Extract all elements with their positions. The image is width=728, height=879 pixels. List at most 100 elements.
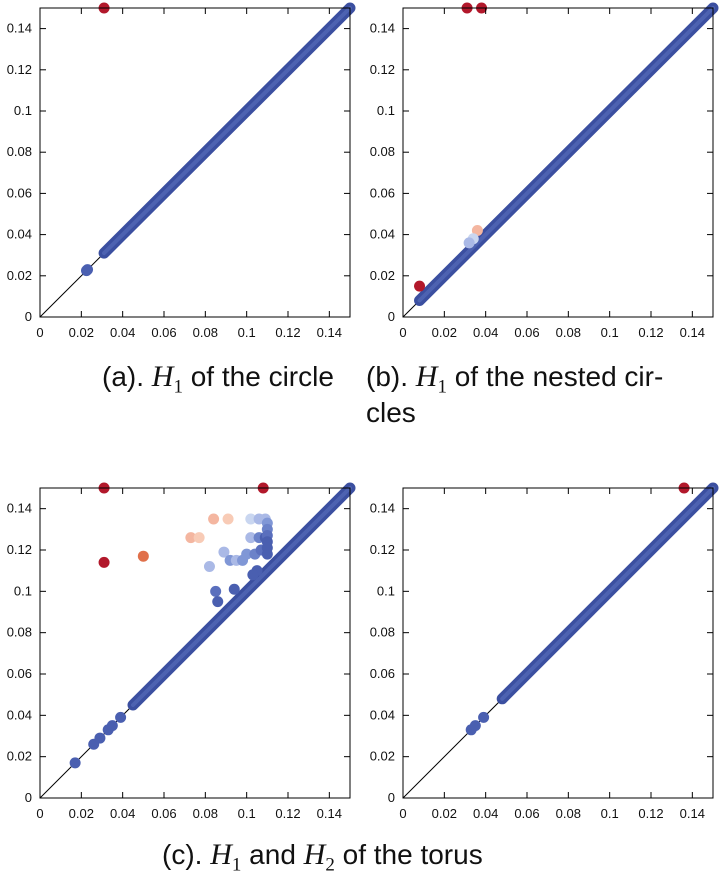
y-tick-label: 0 xyxy=(25,309,32,324)
caption-b: (b). H1 of the nested cir- xyxy=(366,360,664,398)
y-tick-label: 0.06 xyxy=(7,185,32,200)
y-tick-label: 0.08 xyxy=(7,625,32,640)
y-tick-label: 0.04 xyxy=(7,707,32,722)
panel-c: 0 0.02 0.04 0.06 0.08 0.1 0.12 0.14 0 0.02 0.04 0.0… xyxy=(7,482,356,821)
x-tick-label: 0.14 xyxy=(680,806,705,821)
y-tick-label: 0.04 xyxy=(370,707,395,722)
y-tick-label: 0.14 xyxy=(370,501,395,516)
x-tick-label: 0.08 xyxy=(556,806,581,821)
y-tick-label: 0.06 xyxy=(370,185,395,200)
data-point xyxy=(137,550,149,562)
x-tick-label: 0.1 xyxy=(601,806,619,821)
y-tick-label: 0.12 xyxy=(370,542,395,557)
data-point xyxy=(222,513,234,525)
data-point xyxy=(106,720,118,732)
y-tick-label: 0.1 xyxy=(377,103,395,118)
x-tick-label: 0.14 xyxy=(317,325,342,340)
diagonal-point-band-highlight xyxy=(500,486,715,701)
data-point xyxy=(193,532,205,544)
x-tick-label: 0.06 xyxy=(151,806,176,821)
y-tick-label: 0.02 xyxy=(7,749,32,764)
y-tick-label: 0 xyxy=(25,790,32,805)
y-tick-label: 0.12 xyxy=(370,62,395,77)
data-point xyxy=(212,596,224,608)
y-tick-label: 0 xyxy=(388,790,395,805)
data-point xyxy=(414,280,426,292)
data-point xyxy=(471,224,483,236)
y-tick-label: 0 xyxy=(388,309,395,324)
y-tick-label: 0.12 xyxy=(7,542,32,557)
caption-c: (c). H1 and H2 of the torus xyxy=(162,838,483,876)
x-tick-label: 0.08 xyxy=(193,806,218,821)
plot-frame xyxy=(39,7,351,318)
data-point xyxy=(247,569,259,581)
panel-d: 0 0.02 0.04 0.06 0.08 0.1 0.12 0.14 0 0.02 0.04 0.0… xyxy=(370,482,719,821)
x-tick-label: 0.12 xyxy=(275,325,300,340)
data-point xyxy=(478,711,490,723)
x-tick-label: 0.04 xyxy=(110,806,135,821)
x-tick-label: 0.06 xyxy=(514,806,539,821)
y-tick-label: 0.02 xyxy=(7,268,32,283)
data-point xyxy=(245,532,257,544)
y-tick-label: 0.06 xyxy=(7,666,32,681)
x-tick-label: 0 xyxy=(399,325,406,340)
x-tick-label: 0.12 xyxy=(638,806,663,821)
panel-a: 0 0.02 0.04 0.06 0.08 0.1 0.12 0.14 0 0.02 0.04 0.0… xyxy=(7,2,356,340)
y-tick-label: 0.02 xyxy=(370,268,395,283)
plot-frame xyxy=(39,487,351,799)
x-tick-label: 0.04 xyxy=(473,806,498,821)
x-tick-label: 0.14 xyxy=(680,325,705,340)
data-point xyxy=(241,548,253,560)
data-point xyxy=(115,711,127,723)
data-point xyxy=(98,556,110,568)
caption-a: (a). H1 of the circle xyxy=(102,360,334,398)
y-tick-label: 0.14 xyxy=(370,21,395,36)
y-tick-label: 0.06 xyxy=(370,666,395,681)
data-point xyxy=(185,532,197,544)
x-tick-label: 0.12 xyxy=(275,806,300,821)
y-tick-label: 0.04 xyxy=(7,227,32,242)
x-tick-label: 0 xyxy=(36,806,43,821)
data-point xyxy=(469,720,481,732)
x-tick-label: 0.12 xyxy=(638,325,663,340)
y-tick-label: 0.08 xyxy=(370,625,395,640)
x-tick-label: 0.1 xyxy=(238,325,256,340)
x-tick-label: 0 xyxy=(36,325,43,340)
data-point xyxy=(69,757,81,769)
x-tick-label: 0.1 xyxy=(238,806,256,821)
x-tick-label: 0.04 xyxy=(110,325,135,340)
plot-frame xyxy=(402,7,714,318)
data-point xyxy=(261,548,273,560)
y-tick-label: 0.1 xyxy=(14,103,32,118)
x-tick-label: 0.02 xyxy=(69,325,94,340)
data-point xyxy=(208,513,220,525)
diagonal-point-band-highlight xyxy=(102,6,352,256)
x-tick-label: 0.08 xyxy=(193,325,218,340)
y-tick-label: 0.08 xyxy=(370,144,395,159)
y-tick-label: 0.14 xyxy=(7,501,32,516)
x-tick-label: 0.1 xyxy=(601,325,619,340)
diagonal-point-band-highlight xyxy=(417,6,715,303)
data-point xyxy=(210,585,222,597)
y-tick-label: 0.1 xyxy=(14,583,32,598)
data-point xyxy=(203,561,215,573)
y-tick-label: 0.14 xyxy=(7,21,32,36)
y-tick-label: 0.04 xyxy=(370,227,395,242)
diagonal-point-band-highlight xyxy=(131,486,352,707)
x-tick-label: 0.02 xyxy=(432,806,457,821)
x-tick-label: 0 xyxy=(399,806,406,821)
y-tick-label: 0.08 xyxy=(7,144,32,159)
y-tick-label: 0.02 xyxy=(370,749,395,764)
x-tick-label: 0.06 xyxy=(514,325,539,340)
x-tick-label: 0.04 xyxy=(473,325,498,340)
data-point xyxy=(463,237,475,249)
x-tick-label: 0.14 xyxy=(317,806,342,821)
y-tick-label: 0.1 xyxy=(377,583,395,598)
y-tick-label: 0.12 xyxy=(7,62,32,77)
plot-frame xyxy=(402,487,714,799)
panel-b: 0 0.02 0.04 0.06 0.08 0.1 0.12 0.14 0 0.02 0.04 0.0… xyxy=(370,2,719,340)
x-tick-label: 0.02 xyxy=(432,325,457,340)
x-tick-label: 0.08 xyxy=(556,325,581,340)
caption-b-continued: cles xyxy=(366,397,416,428)
